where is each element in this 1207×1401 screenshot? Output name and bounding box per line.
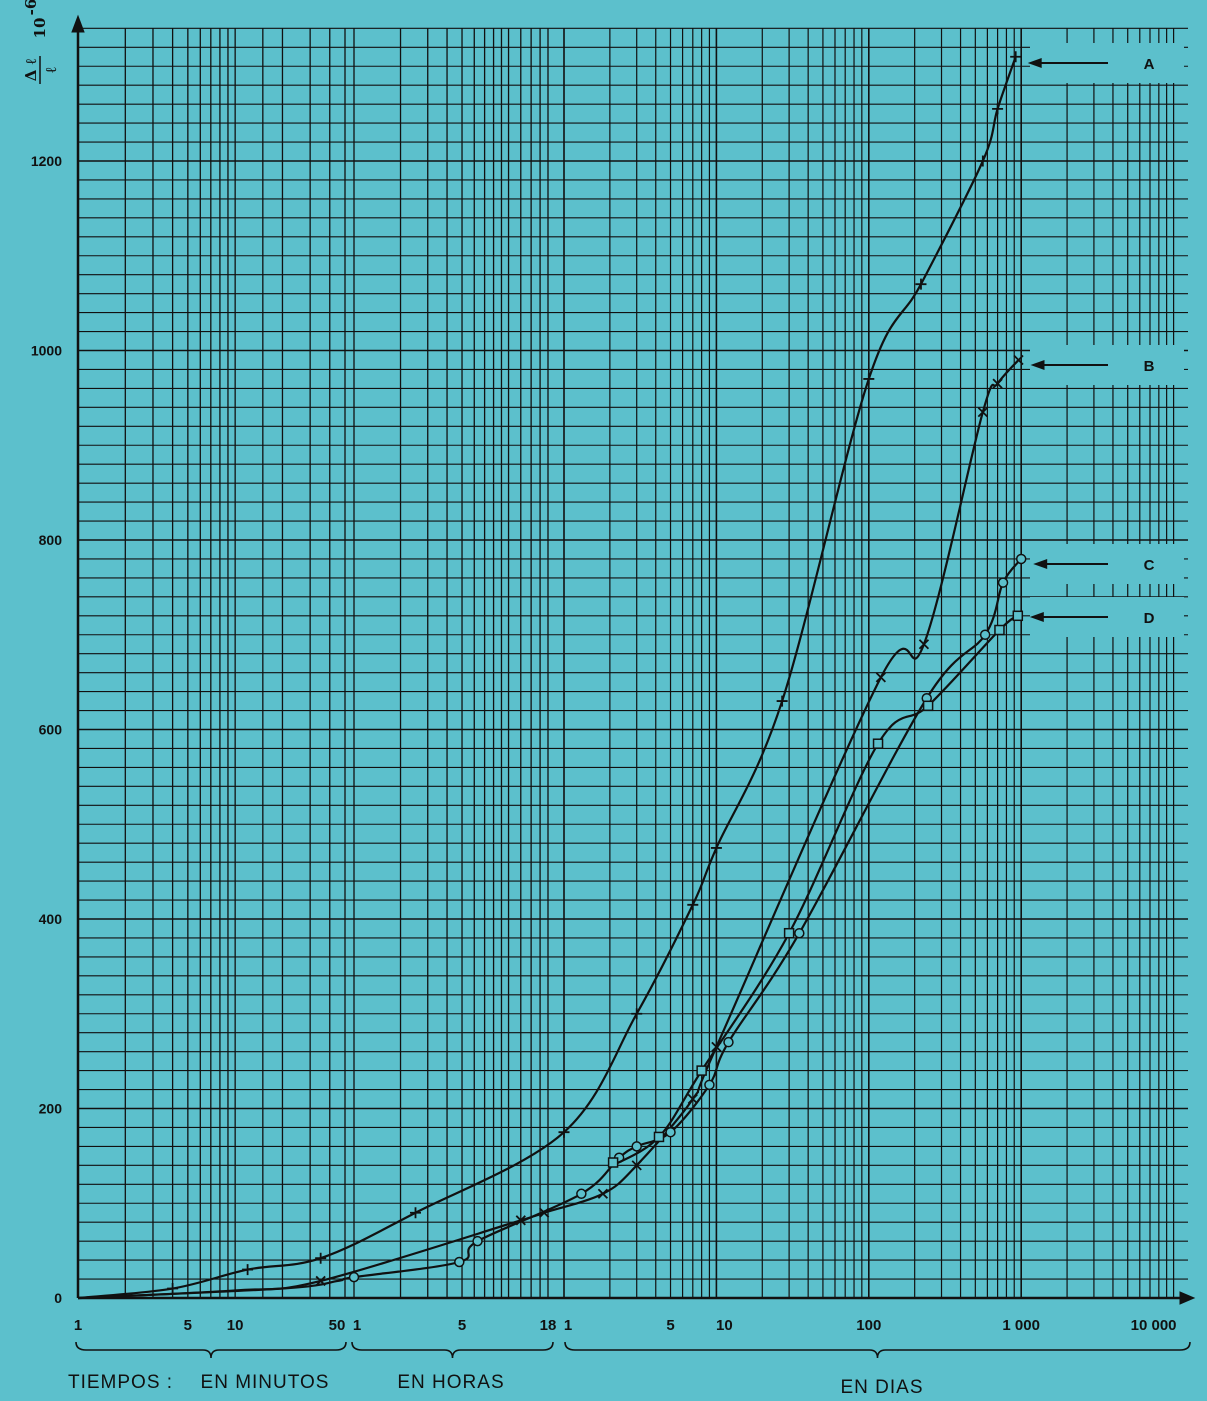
y-label-factor: 10 — [31, 18, 49, 39]
x-tick-label-hours: 5 — [458, 1317, 466, 1334]
series-C-point — [576, 1188, 587, 1200]
series-B-line — [77, 359, 1020, 1300]
y-label-numerator: Δ ℓ — [22, 58, 40, 81]
series-D-point — [653, 1131, 665, 1143]
caption-prefix: TIEMPOS : — [68, 1372, 173, 1393]
series-A-point — [410, 1207, 422, 1219]
series-C-point — [348, 1271, 360, 1283]
series-C: C — [77, 544, 1184, 1300]
y-label-denominator: ℓ — [42, 67, 60, 73]
series-C-point — [665, 1126, 676, 1138]
series-C-point — [723, 1036, 734, 1048]
series-D-point — [994, 624, 1005, 636]
x-tick-label-minutes: 10 — [227, 1317, 244, 1334]
series-A: A — [77, 43, 1184, 1300]
series-B-point — [597, 1188, 609, 1199]
series-D-point — [696, 1065, 707, 1076]
x-tick-label-hours: 18 — [540, 1317, 557, 1334]
series-A-point — [915, 278, 927, 290]
series-B: B — [77, 345, 1184, 1300]
grid — [77, 27, 1188, 1299]
x-tick-label-minutes: 5 — [184, 1317, 192, 1334]
series-D-point — [607, 1157, 619, 1168]
series-C-arrowhead — [1033, 559, 1048, 569]
series-D-label: D — [1144, 610, 1155, 627]
series-A-arrowhead — [1027, 58, 1042, 68]
series-B-arrowhead — [1030, 360, 1045, 370]
series-D-point — [872, 738, 884, 749]
series-B-label: B — [1144, 358, 1155, 375]
brace-hours — [351, 1341, 554, 1359]
series-B-point — [687, 1093, 698, 1105]
series-B-point — [1013, 354, 1024, 366]
series-C-point — [454, 1256, 465, 1268]
series-B-point — [631, 1160, 642, 1171]
x-tick-label-days: 10 000 — [1131, 1317, 1177, 1334]
x-tick-label-hours: 1 — [353, 1317, 361, 1334]
series-C-point — [794, 927, 805, 939]
series-A-point — [687, 899, 699, 911]
x-tick-label-days: 10 — [716, 1317, 733, 1334]
caption-days: EN DIAS — [840, 1377, 923, 1398]
series-A-point — [992, 103, 1004, 115]
series-A-point — [631, 1008, 643, 1020]
axes — [71, 14, 1196, 1305]
y-tick-label: 1000 — [31, 343, 62, 359]
series-D-arrowhead — [1029, 612, 1044, 622]
series-C-point — [631, 1141, 642, 1152]
x-tick-label-days: 1 000 — [1002, 1317, 1040, 1334]
x-tick-label-days: 100 — [856, 1317, 881, 1334]
y-axis-arrow — [71, 14, 85, 33]
series-D-point — [1012, 610, 1024, 622]
x-tick-label-minutes: 1 — [74, 1317, 82, 1334]
y-tick-label: 800 — [39, 532, 63, 548]
series-B-point — [875, 672, 887, 683]
x-tick-label-days: 1 — [564, 1317, 572, 1334]
series-C-point — [997, 577, 1009, 588]
y-axis-label: Δ ℓ ℓ 10 -6 — [22, 0, 60, 84]
brace-days — [564, 1341, 1191, 1359]
series-C-label: C — [1144, 557, 1155, 574]
series-A-point — [776, 695, 788, 707]
caption-minutes: EN MINUTOS — [201, 1372, 330, 1393]
y-tick-label: 400 — [39, 911, 63, 927]
series-A-point — [558, 1126, 570, 1138]
y-label-exponent: -6 — [22, 0, 40, 15]
series-D-line — [612, 614, 1019, 1167]
x-tick-label-days: 5 — [666, 1317, 674, 1334]
series-D-point — [922, 700, 934, 712]
series-C-point — [979, 629, 991, 640]
series-D-point — [783, 927, 795, 939]
series-A-label: A — [1144, 56, 1155, 73]
y-tick-label: 600 — [39, 722, 63, 738]
x-tick-label-minutes: 50 — [329, 1317, 346, 1334]
series-A-point — [710, 842, 722, 854]
series-B-point — [918, 639, 930, 650]
y-tick-label: 0 — [54, 1290, 62, 1306]
series-D: D — [607, 597, 1184, 1168]
x-axis-arrow — [1179, 1291, 1196, 1305]
series-A-line — [77, 56, 1017, 1300]
series-B-point — [992, 378, 1003, 389]
series-A-point — [242, 1264, 254, 1276]
brace-minutes — [75, 1341, 347, 1359]
series-C-point — [1015, 553, 1027, 565]
series-A-point — [167, 1283, 179, 1295]
series-B-point — [977, 406, 988, 418]
series-A-point — [977, 155, 989, 167]
y-tick-label: 200 — [39, 1101, 63, 1117]
y-tick-label: 1200 — [31, 153, 62, 169]
caption-hours: EN HORAS — [397, 1372, 504, 1393]
series-A-point — [863, 373, 875, 385]
series-C-point — [472, 1235, 483, 1247]
series-C-point — [704, 1079, 715, 1091]
series-A-point — [315, 1252, 327, 1264]
series-A-point — [1010, 51, 1022, 63]
